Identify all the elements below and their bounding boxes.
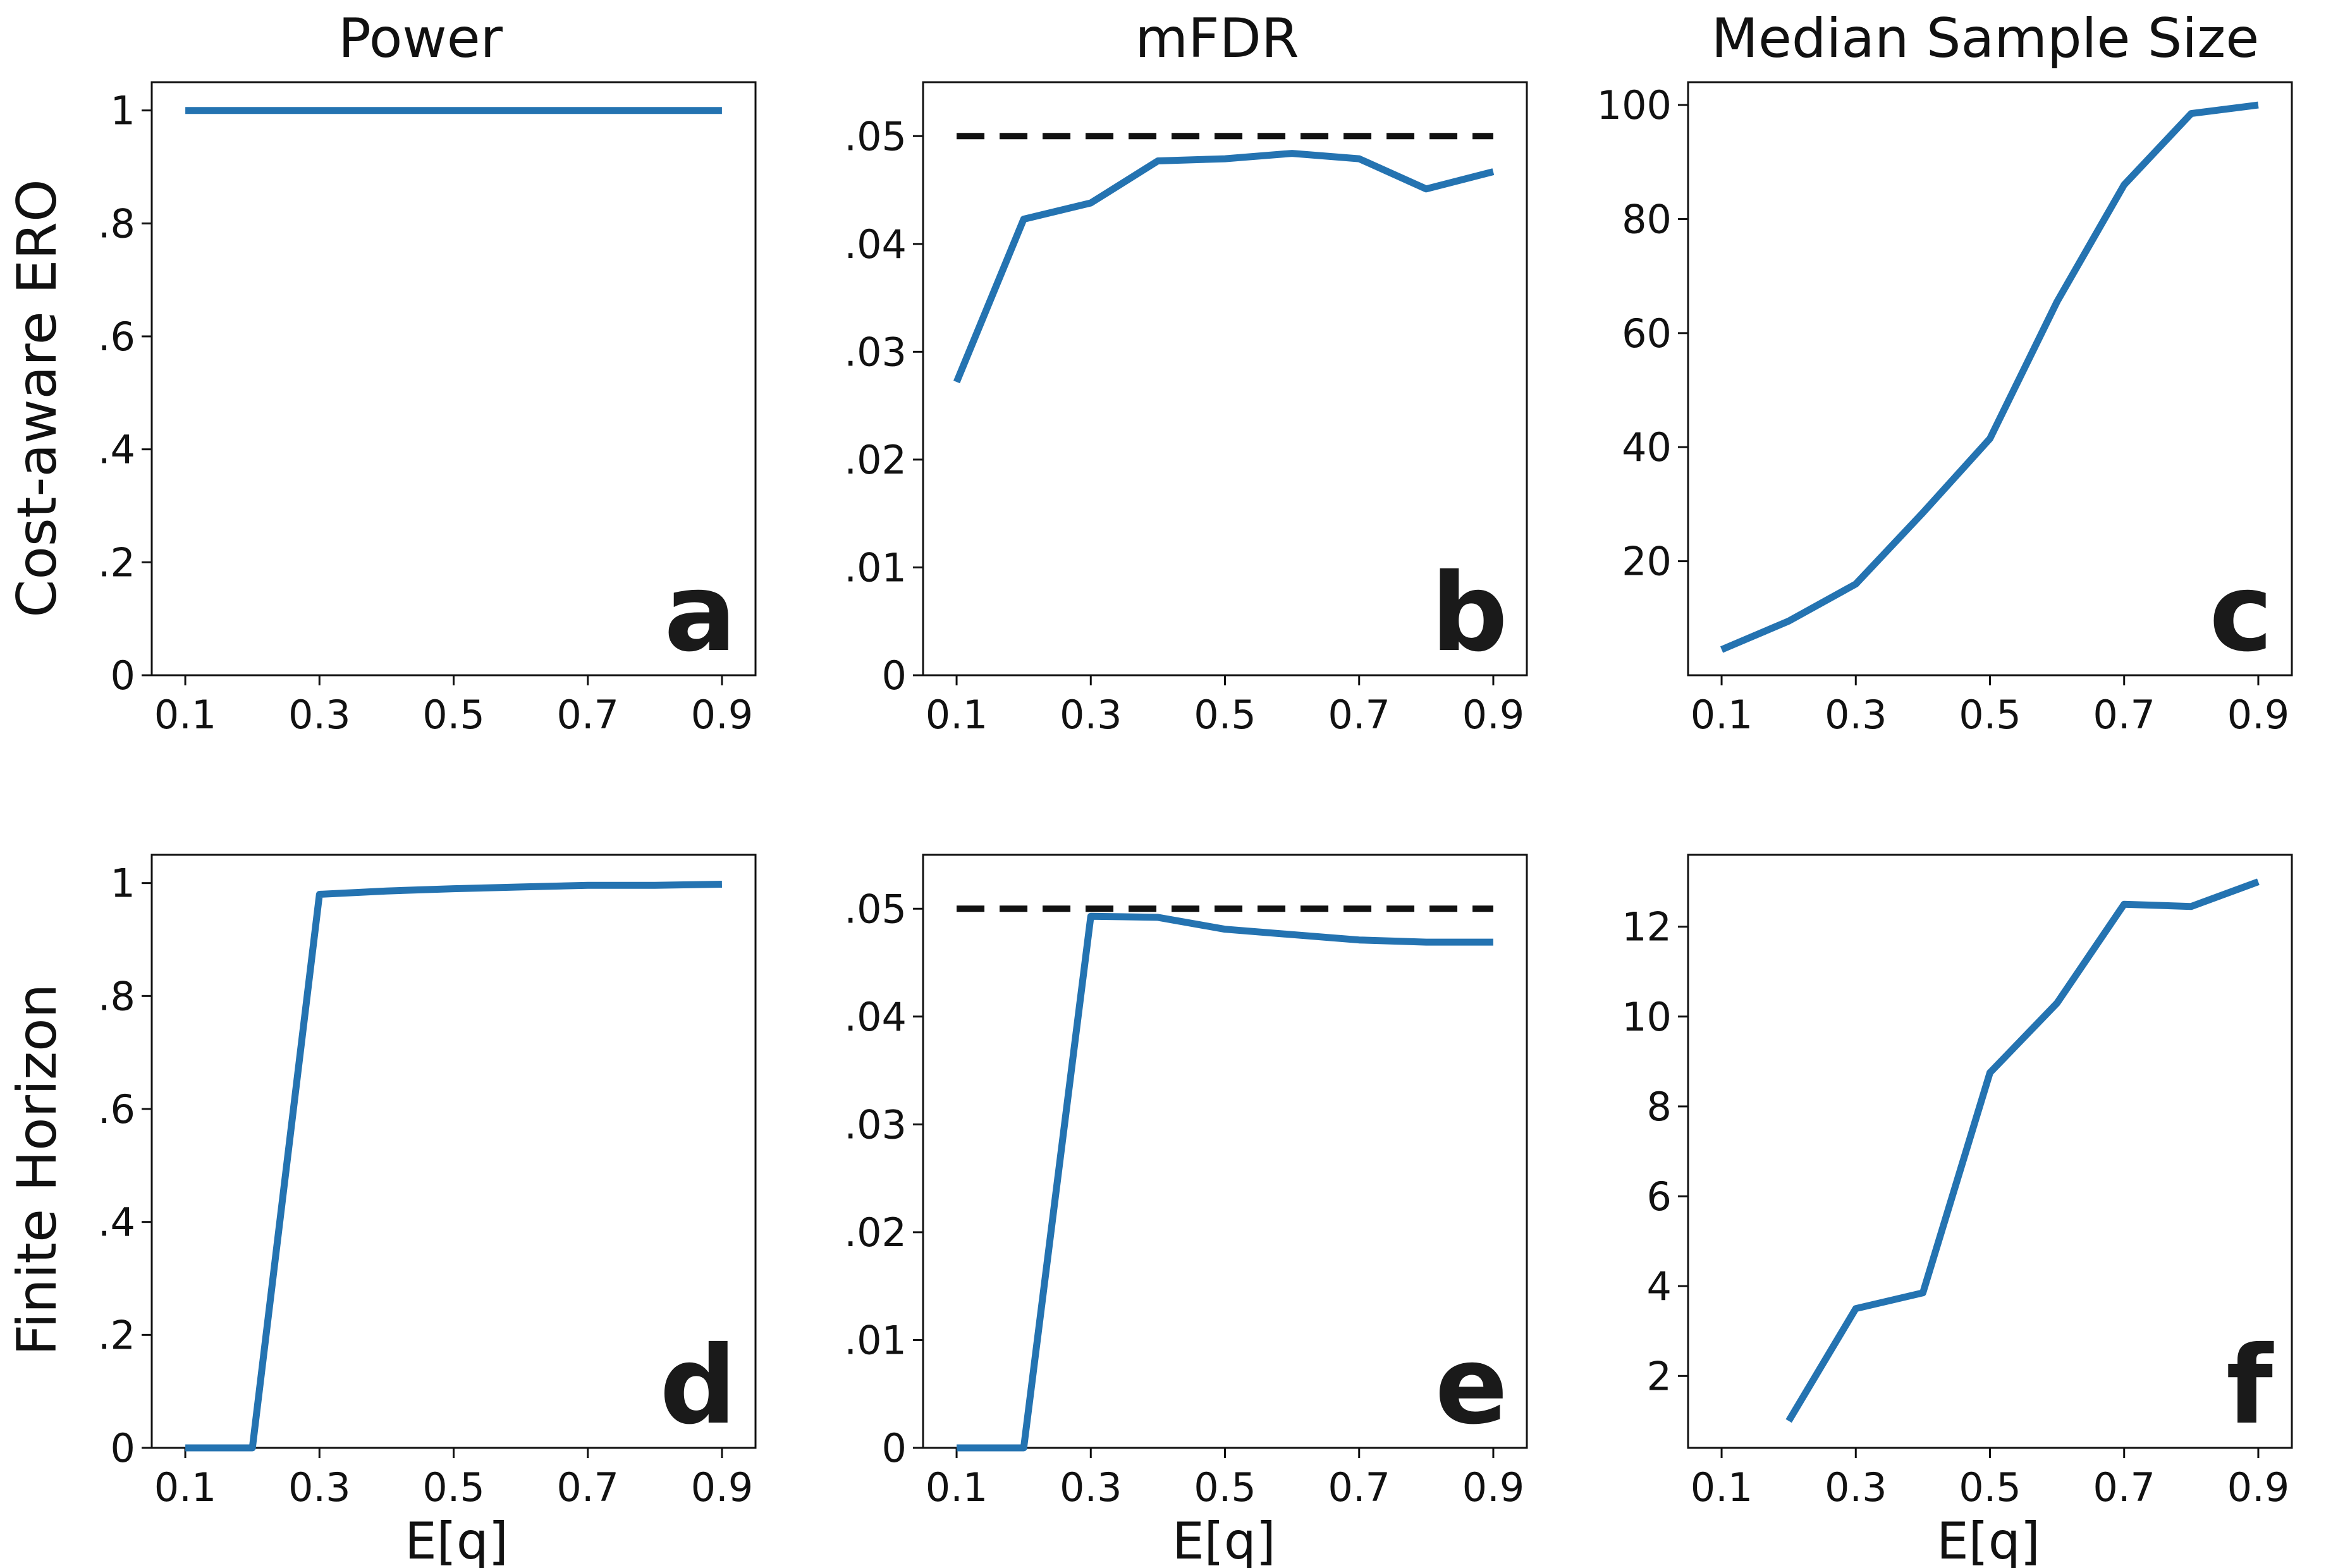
y-tick-label-c-1: 40: [1622, 424, 1672, 470]
y-tick-label-a-3: .6: [98, 314, 135, 360]
y-tick-label-d-4: .8: [98, 973, 135, 1019]
x-tick-label-d-4: 0.9: [691, 1464, 754, 1510]
x-tick-label-f-4: 0.9: [2227, 1464, 2290, 1510]
y-tick-label-c-4: 100: [1597, 82, 1672, 128]
x-tick-label-b-1: 0.3: [1060, 692, 1122, 738]
x-tick-label-f-0: 0.1: [1691, 1464, 1753, 1510]
x-tick-label-e-1: 0.3: [1060, 1464, 1122, 1510]
y-tick-label-c-3: 80: [1622, 196, 1672, 242]
column-title-power: Power: [338, 7, 503, 70]
x-tick-label-d-1: 0.3: [288, 1464, 351, 1510]
panel-a: 0.1 0.3 0.5 0.7 0.9 0 .2 .4 .6 .8 1 a: [98, 81, 757, 738]
panel-letter-d: d: [659, 1323, 737, 1449]
series-line-e: [957, 912, 1493, 1452]
x-tick-label-e-3: 0.7: [1328, 1464, 1390, 1510]
y-tick-label-a-0: 0: [111, 652, 135, 699]
panel-c: 0.1 0.3 0.5 0.7 0.9 20 40 60 80 100 c: [1597, 81, 2293, 738]
panel-b: 0.1 0.3 0.5 0.7 0.9 0 .01 .02 .03 .04 .05 b: [844, 81, 1528, 738]
x-tick-label-c-3: 0.7: [2093, 692, 2155, 738]
y-tick-label-b-4: .04: [844, 221, 907, 267]
column-title-mfdr: mFDR: [1135, 7, 1299, 70]
y-tick-label-e-2: .02: [844, 1210, 907, 1256]
y-tick-label-a-1: .2: [98, 539, 135, 585]
y-tick-label-e-0: 0: [882, 1425, 907, 1471]
panel-d: 0.1 0.3 0.5 0.7 0.9 0 .2 .4 .6 .8 1 d: [98, 854, 757, 1510]
series-line-c: [1720, 101, 2259, 653]
x-tick-label-f-1: 0.3: [1825, 1464, 1887, 1510]
x-tick-label-c-4: 0.9: [2227, 692, 2290, 738]
y-tick-label-f-2: 6: [1647, 1173, 1672, 1220]
y-tick-label-c-2: 60: [1622, 310, 1672, 357]
series-line-b: [953, 150, 1495, 384]
x-tick-label-e-2: 0.5: [1194, 1464, 1256, 1510]
panel-f: 0.1 0.3 0.5 0.7 0.9 2 4 6 8 10 12 f: [1622, 854, 2293, 1510]
panel-f-frame: [1687, 854, 2293, 1449]
y-tick-label-b-0: 0: [882, 652, 907, 699]
y-tick-label-f-1: 4: [1647, 1263, 1672, 1309]
x-tick-label-a-1: 0.3: [288, 692, 351, 738]
x-tick-label-f-3: 0.7: [2093, 1464, 2155, 1510]
y-tick-label-a-2: .4: [98, 427, 135, 473]
x-tick-label-a-2: 0.5: [422, 692, 485, 738]
x-axis-label-f: E[q]: [1937, 1512, 2040, 1568]
series-line-f: [1785, 878, 2260, 1423]
x-tick-label-b-3: 0.7: [1328, 692, 1390, 738]
y-tick-label-f-0: 2: [1647, 1353, 1672, 1399]
x-tick-label-c-2: 0.5: [1959, 692, 2021, 738]
panel-c-frame: [1687, 81, 2293, 677]
y-tick-label-d-2: .4: [98, 1199, 135, 1246]
x-tick-label-b-2: 0.5: [1194, 692, 1256, 738]
row-label-cost-aware-ero: Cost-aware ERO: [6, 179, 69, 617]
x-tick-label-d-0: 0.1: [154, 1464, 217, 1510]
panel-letter-c: c: [2209, 551, 2273, 676]
y-tick-label-a-5: 1: [111, 88, 135, 134]
x-tick-label-d-2: 0.5: [422, 1464, 485, 1510]
y-tick-label-b-3: .03: [844, 329, 907, 375]
x-tick-label-b-0: 0.1: [926, 692, 988, 738]
x-tick-label-d-3: 0.7: [556, 1464, 619, 1510]
x-tick-label-c-1: 0.3: [1825, 692, 1887, 738]
y-tick-label-b-2: .02: [844, 437, 907, 483]
x-tick-label-c-0: 0.1: [1691, 692, 1753, 738]
y-tick-label-b-1: .01: [844, 544, 907, 591]
y-tick-label-d-0: 0: [111, 1425, 135, 1471]
x-tick-label-e-4: 0.9: [1462, 1464, 1525, 1510]
y-tick-label-d-3: .6: [98, 1086, 135, 1132]
x-tick-label-f-2: 0.5: [1959, 1464, 2021, 1510]
x-tick-label-a-3: 0.7: [556, 692, 619, 738]
panel-letter-b: b: [1431, 551, 1508, 676]
y-tick-label-f-5: 12: [1622, 904, 1672, 950]
panel-letter-e: e: [1435, 1323, 1508, 1449]
panel-letter-a: a: [664, 551, 737, 676]
y-tick-label-c-0: 20: [1622, 539, 1672, 585]
series-line-d: [185, 881, 722, 1452]
y-tick-label-e-4: .04: [844, 994, 907, 1040]
y-tick-label-e-5: .05: [844, 886, 907, 932]
y-tick-label-f-4: 10: [1622, 994, 1672, 1040]
y-tick-label-e-3: .03: [844, 1101, 907, 1148]
y-tick-label-e-1: .01: [844, 1317, 907, 1363]
row-label-finite-horizon: Finite Horizon: [6, 984, 69, 1356]
x-axis-label-d: E[q]: [405, 1512, 508, 1568]
x-tick-label-a-0: 0.1: [154, 692, 217, 738]
panel-letter-f: f: [2226, 1323, 2274, 1449]
column-title-median-sample-size: Median Sample Size: [1711, 7, 2259, 70]
y-tick-label-b-5: .05: [844, 113, 907, 159]
x-axis-label-e: E[q]: [1172, 1512, 1276, 1568]
x-tick-label-e-0: 0.1: [926, 1464, 988, 1510]
panel-e: 0.1 0.3 0.5 0.7 0.9 0 .01 .02 .03 .04 .05 e: [844, 854, 1528, 1510]
y-tick-label-f-3: 8: [1647, 1084, 1672, 1130]
y-tick-label-d-1: .2: [98, 1312, 135, 1358]
y-tick-label-a-4: .8: [98, 200, 135, 247]
x-tick-label-b-4: 0.9: [1462, 692, 1525, 738]
y-tick-label-d-5: 1: [111, 861, 135, 907]
x-tick-label-a-4: 0.9: [691, 692, 754, 738]
